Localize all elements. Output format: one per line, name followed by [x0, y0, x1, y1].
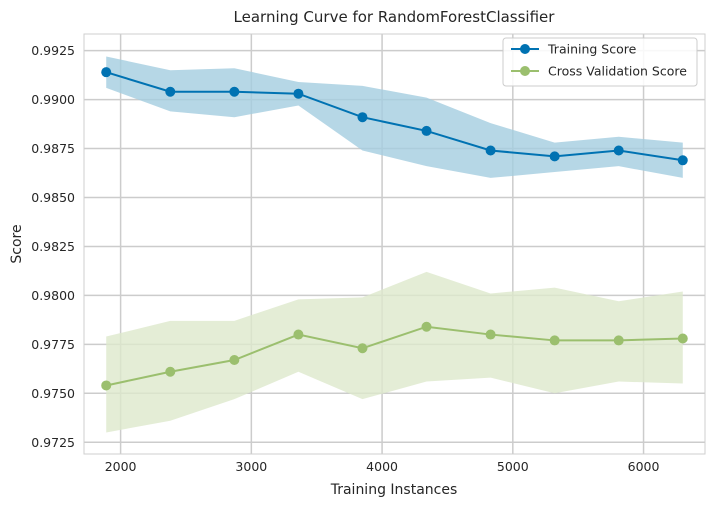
training-score-point — [357, 112, 368, 123]
cross-validation-score-point — [229, 355, 240, 366]
cross-validation-score-point — [613, 335, 624, 346]
cross-validation-score-point — [165, 366, 176, 377]
x-tick-label: 6000 — [628, 459, 660, 474]
x-tick-labels: 2000 3000 4000 5000 6000 — [105, 459, 660, 474]
legend-label-training-score: Training Score — [547, 42, 637, 57]
cross-validation-score-point — [485, 329, 496, 340]
legend: Training Score Cross Validation Score — [502, 37, 698, 87]
legend-marker-training-score — [520, 44, 530, 54]
chart-title: Learning Curve for RandomForestClassifie… — [234, 8, 556, 26]
training-score-point — [485, 145, 496, 156]
y-tick-label: 0.9775 — [31, 337, 75, 352]
y-tick-label: 0.9875 — [31, 141, 75, 156]
training-score-point — [421, 125, 432, 136]
training-score-point — [293, 88, 304, 99]
x-tick-label: 3000 — [235, 459, 267, 474]
y-axis-label: Score — [9, 224, 25, 263]
y-tick-label: 0.9925 — [31, 43, 75, 58]
training-score-point — [101, 67, 112, 78]
y-tick-label: 0.9800 — [31, 288, 75, 303]
cross-validation-score-point — [421, 321, 432, 332]
cross-validation-score-point — [357, 343, 368, 354]
x-tick-label: 4000 — [366, 459, 398, 474]
training-score-confidence-band — [106, 56, 683, 178]
y-tick-label: 0.9825 — [31, 239, 75, 254]
legend-marker-cross-validation-score — [520, 66, 530, 76]
cross-validation-score-point — [677, 333, 688, 344]
x-axis-label: Training Instances — [330, 482, 458, 498]
series-points — [101, 67, 688, 391]
legend-box — [502, 37, 698, 87]
y-tick-labels: 0.9725 0.9750 0.9775 0.9800 0.9825 0.9850 0.98… — [31, 43, 75, 450]
cross-validation-score-point — [101, 380, 112, 391]
y-tick-label: 0.9900 — [31, 92, 75, 107]
cross-validation-score-point — [549, 335, 560, 346]
cross-validation-score-confidence-band — [106, 271, 683, 433]
training-score-point — [549, 151, 560, 162]
y-tick-label: 0.9725 — [31, 435, 75, 450]
cross-validation-score-line — [106, 325, 683, 387]
y-tick-label: 0.9750 — [31, 386, 75, 401]
y-tick-label: 0.9850 — [31, 190, 75, 205]
plot-frame — [83, 33, 706, 455]
cross-validation-score-point — [293, 329, 304, 340]
x-tick-label: 2000 — [105, 459, 137, 474]
x-tick-label: 5000 — [497, 459, 529, 474]
confidence-bands — [106, 56, 683, 433]
training-score-point — [677, 155, 688, 166]
training-score-point — [165, 86, 176, 97]
series-lines — [105, 71, 683, 387]
legend-label-cross-validation-score: Cross Validation Score — [548, 64, 687, 79]
training-score-point — [229, 86, 240, 97]
training-score-point — [613, 145, 624, 156]
training-score-line — [105, 71, 683, 162]
